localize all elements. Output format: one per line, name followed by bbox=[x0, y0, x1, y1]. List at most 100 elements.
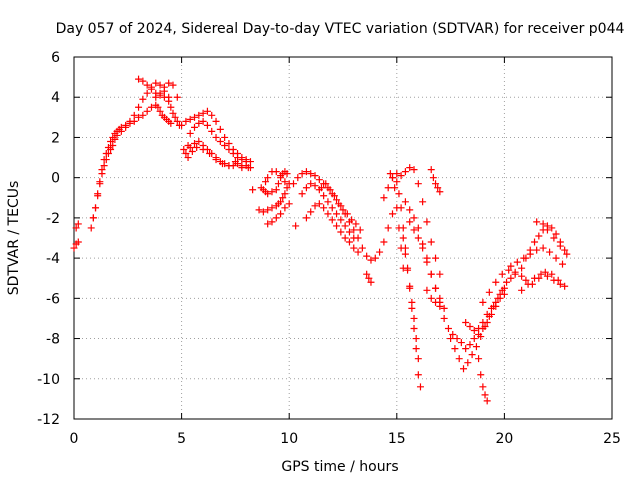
data-point bbox=[388, 210, 396, 218]
data-point bbox=[466, 341, 474, 349]
x-tick-label: 15 bbox=[388, 431, 406, 447]
data-point bbox=[208, 111, 216, 119]
data-point bbox=[156, 89, 164, 97]
data-point bbox=[74, 238, 82, 246]
data-point bbox=[277, 210, 285, 218]
data-point bbox=[414, 355, 422, 363]
data-point bbox=[92, 204, 100, 212]
data-point bbox=[535, 232, 543, 240]
y-tick-label: -12 bbox=[37, 412, 60, 428]
data-point bbox=[238, 156, 246, 164]
x-axis-ticks: 0 5 10 15 20 25 bbox=[70, 57, 621, 447]
data-point bbox=[264, 206, 272, 214]
data-point bbox=[307, 170, 315, 178]
data-point bbox=[281, 190, 289, 198]
data-point bbox=[500, 290, 508, 298]
data-series bbox=[507, 244, 567, 270]
data-point bbox=[272, 168, 280, 176]
data-point bbox=[432, 180, 440, 188]
data-point bbox=[498, 270, 506, 278]
data-point bbox=[199, 109, 207, 117]
x-axis-label: GPS time / hours bbox=[281, 459, 398, 475]
data-point bbox=[408, 304, 416, 312]
x-tick-label: 25 bbox=[603, 431, 621, 447]
data-point bbox=[462, 345, 470, 353]
data-point bbox=[548, 224, 556, 232]
data-point bbox=[522, 276, 530, 284]
data-point bbox=[479, 298, 487, 306]
y-tick-label: -2 bbox=[46, 211, 60, 227]
data-point bbox=[507, 262, 515, 270]
data-point bbox=[380, 238, 388, 246]
data-point bbox=[356, 226, 364, 234]
data-point bbox=[307, 180, 315, 188]
data-point bbox=[410, 226, 418, 234]
data-point bbox=[147, 85, 155, 93]
data-point bbox=[203, 107, 211, 115]
x-tick-label: 10 bbox=[280, 431, 298, 447]
data-point bbox=[462, 318, 470, 326]
data-point bbox=[139, 95, 147, 103]
data-point bbox=[165, 79, 173, 87]
data-point bbox=[199, 146, 207, 154]
data-point bbox=[180, 146, 188, 154]
data-point bbox=[191, 123, 199, 131]
data-point bbox=[518, 286, 526, 294]
data-point bbox=[464, 359, 472, 367]
data-point bbox=[419, 244, 427, 252]
data-point bbox=[479, 383, 487, 391]
data-series bbox=[393, 178, 422, 379]
x-tick-label: 20 bbox=[495, 431, 513, 447]
data-point bbox=[397, 172, 405, 180]
data-point bbox=[406, 282, 414, 290]
data-point bbox=[135, 75, 143, 83]
data-point bbox=[302, 184, 310, 192]
data-point bbox=[169, 81, 177, 89]
data-series bbox=[262, 168, 289, 186]
data-point bbox=[533, 218, 541, 226]
data-point bbox=[563, 250, 571, 258]
data-point bbox=[107, 146, 115, 154]
data-point bbox=[203, 121, 211, 129]
data-point bbox=[324, 198, 332, 206]
data-point bbox=[337, 228, 345, 236]
data-point bbox=[94, 192, 102, 200]
data-point bbox=[397, 204, 405, 212]
data-point bbox=[384, 224, 392, 232]
data-point bbox=[328, 204, 336, 212]
data-point bbox=[559, 260, 567, 268]
data-point bbox=[147, 103, 155, 111]
data-point bbox=[427, 166, 435, 174]
data-point bbox=[264, 190, 272, 198]
data-point bbox=[326, 186, 334, 194]
data-point bbox=[350, 234, 358, 242]
data-series bbox=[184, 144, 252, 172]
data-point bbox=[460, 365, 468, 373]
data-point bbox=[264, 220, 272, 228]
data-point bbox=[507, 274, 515, 282]
data-point bbox=[380, 194, 388, 202]
x-tick-label: 5 bbox=[177, 431, 186, 447]
data-point bbox=[498, 286, 506, 294]
data-series bbox=[257, 168, 291, 198]
data-series bbox=[292, 222, 300, 230]
data-point bbox=[518, 272, 526, 280]
data-point bbox=[324, 210, 332, 218]
y-tick-label: -8 bbox=[46, 332, 60, 348]
data-point bbox=[470, 327, 478, 335]
data-point bbox=[173, 117, 181, 125]
data-point bbox=[283, 184, 291, 192]
data-point bbox=[408, 298, 416, 306]
data-point bbox=[154, 103, 162, 111]
data-point bbox=[367, 256, 375, 264]
data-point bbox=[371, 254, 379, 262]
data-series bbox=[70, 220, 82, 252]
data-point bbox=[434, 184, 442, 192]
data-point bbox=[440, 314, 448, 322]
data-point bbox=[423, 218, 431, 226]
data-point bbox=[225, 146, 233, 154]
data-point bbox=[290, 180, 298, 188]
data-series bbox=[89, 79, 173, 222]
data-point bbox=[167, 119, 175, 127]
data-point bbox=[503, 278, 511, 286]
